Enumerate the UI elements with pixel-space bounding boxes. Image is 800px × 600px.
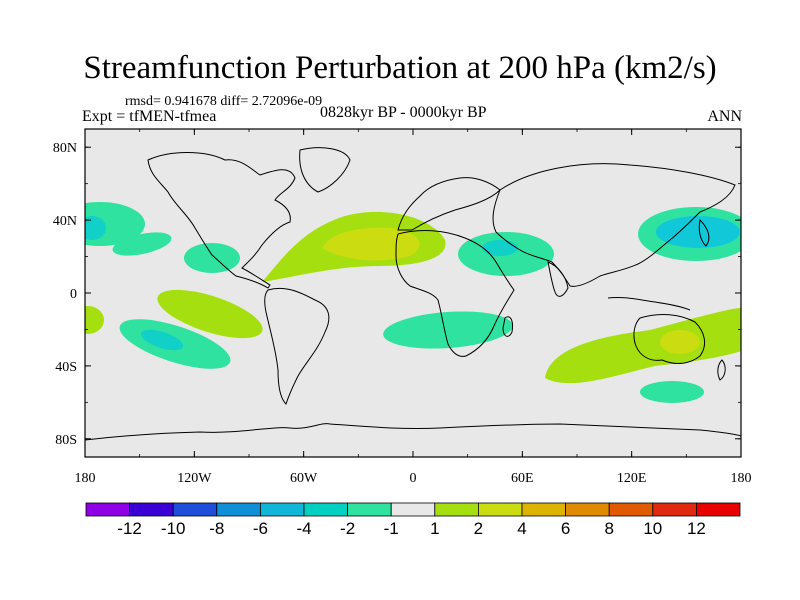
colorbar-label: -6 [253,519,268,538]
colorbar-label: 10 [643,519,662,538]
colorbar-swatch [129,502,174,517]
lon-tick-label: 180 [731,471,752,486]
colorbar-label: -10 [161,519,186,538]
coastline-asia [492,163,736,287]
chart-title: Streamfunction Perturbation at 200 hPa (… [83,50,717,86]
lon-tick-label: 180 [75,471,96,486]
colorbar-label: 12 [687,519,706,538]
coastline-madagascar [502,316,513,337]
coastline-africa [395,230,515,357]
coastline-antarctica [85,423,741,441]
colorbar-swatch [390,502,436,517]
colorbar-label: 4 [517,519,526,538]
anomaly-region [656,216,740,248]
colorbar-swatch [172,502,218,517]
anomaly-region [85,216,106,240]
coastline-new-zealand [717,359,726,381]
lat-tick-label: 40N [53,214,77,229]
coastline-europe [397,177,501,231]
latitude-axis: 80N 40N 0 40S 80S [53,141,741,448]
anomaly-region [545,307,741,384]
lon-tick-label: 0 [410,471,417,486]
colorbar-swatch [303,502,348,517]
colorbar-label: 1 [430,519,439,538]
coastline-japan [698,218,710,247]
colorbar-swatch [434,502,479,517]
coastline-south-america [264,287,330,405]
anomaly-region [85,306,104,334]
colorbar-label: -8 [209,519,224,538]
experiment-label: Expt = tfMEN-tfmea [82,108,217,125]
colorbar-swatch [521,502,566,517]
coastlines [85,147,741,441]
lon-tick-label: 60E [511,471,534,486]
anomaly-region [112,232,172,256]
anomaly-region [383,311,513,349]
longitude-axis: 180 120W 60W 0 60E 120E 180 [75,129,752,486]
colorbar-swatch [565,502,610,517]
lat-tick-label: 80N [53,141,77,156]
colorbar-label: -1 [384,519,399,538]
colorbar-swatch [259,502,305,517]
colorbar-label: 6 [561,519,570,538]
colorbar-swatch [696,502,741,517]
lat-tick-label: 80S [55,433,77,448]
stats-text: rmsd= 0.941678 diff= 2.72096e-09 [125,94,323,109]
anomaly-region [660,330,700,354]
anomaly-region [482,240,518,256]
colorbar-label: -2 [340,519,355,538]
anomaly-region [640,381,704,403]
colorbar-swatch [652,502,697,517]
colorbar-label: 2 [474,519,483,538]
lon-tick-label: 60W [290,471,318,486]
colorbar-swatch [608,502,654,517]
coastline-greenland [299,147,351,193]
colorbar-label: -12 [117,519,142,538]
colorbar-swatch [347,502,392,517]
lon-tick-label: 120E [617,471,647,486]
colorbar-swatch [477,502,523,517]
anomaly-shading [85,202,741,403]
lat-tick-label: 0 [70,287,77,302]
season-label: ANN [707,108,742,125]
colorbar-label: 8 [604,519,613,538]
anomaly-region [184,243,240,273]
lat-tick-label: 40S [55,360,77,375]
period-label: 0828kyr BP - 0000kyr BP [320,104,487,121]
coastline-indonesia [607,297,691,311]
anomaly-region [322,227,420,261]
colorbar-swatch [85,502,130,517]
coastline-india [547,261,569,297]
lon-tick-label: 120W [177,471,212,486]
anomaly-region [157,289,263,339]
anomaly-region [140,329,184,351]
colorbar: -12 -10 -8 -6 -4 -2 -1 1 2 4 6 8 10 12 [85,502,741,538]
colorbar-swatch [216,502,261,517]
colorbar-label: -4 [296,519,311,538]
coastline-north-america [147,152,296,289]
coastline-australia [633,314,706,364]
